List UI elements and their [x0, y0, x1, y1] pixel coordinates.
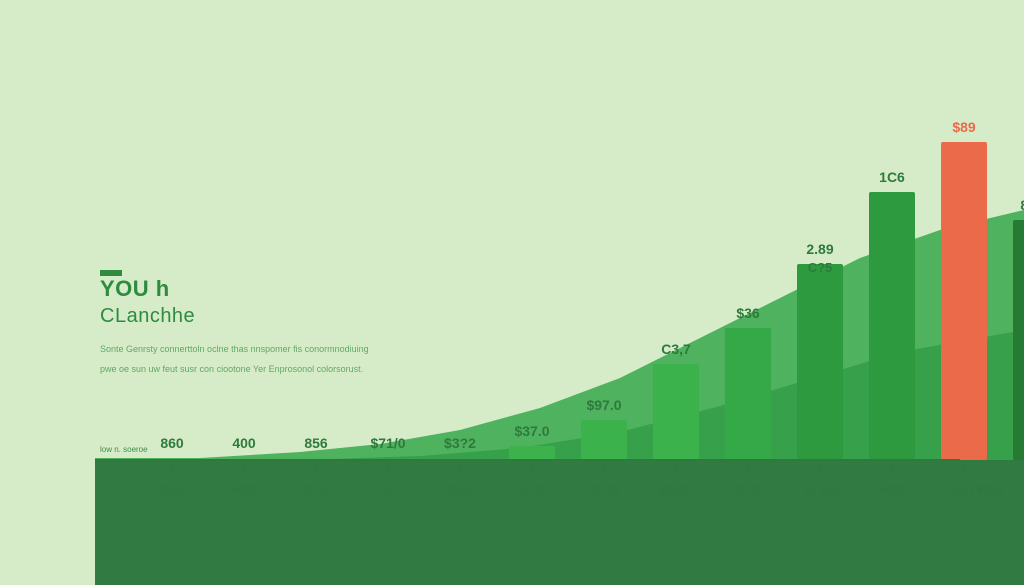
bar-value-label: $37.0 [514, 423, 549, 439]
bar-value-label: 400 [232, 435, 256, 451]
bar-value-label: 856 [304, 435, 328, 451]
chart-subtitle: pwe oe sun uw feut susr con ciootone Yer… [100, 364, 363, 374]
xaxis-label: 8429 [231, 483, 258, 497]
bar [1013, 220, 1024, 460]
bar-value-label: $3?2 [444, 435, 476, 451]
xaxis-label: 15 [381, 483, 395, 497]
xaxis-label: 2025 [159, 483, 186, 497]
chart-title-line2: CLanchhe [100, 305, 195, 327]
xaxis-label: 8030 [519, 483, 546, 497]
xaxis-label: 8008 [977, 483, 1004, 497]
xaxis-label: $8089 [659, 483, 693, 497]
bar-value-label: $36 [736, 305, 760, 321]
bar [653, 364, 699, 460]
bar [725, 328, 771, 460]
chart-title-line1: YOU h [100, 276, 170, 301]
bar-value-label: 860 [160, 435, 184, 451]
chart-svg: 860 2025 400 8429 856 2011 $71/0 15 $3?2 32015 $37… [0, 0, 1024, 585]
xaxis-label: 2011 [303, 483, 329, 497]
bar-value-label: $71/0 [370, 435, 405, 451]
bar-value-label: 1C6 [879, 169, 905, 185]
bar-value-label: $89 [952, 119, 976, 135]
bar [581, 420, 627, 460]
bar [797, 264, 843, 460]
bar-value-label: $97.0 [586, 397, 621, 413]
xaxis-label: 32015 [443, 483, 477, 497]
xaxis-label: 20228 [587, 483, 621, 497]
bar-value-label: 8259 [1020, 197, 1024, 213]
bar-value-label-extra: C?5 [808, 260, 833, 275]
bar [941, 142, 987, 460]
chart-stage: 860 2025 400 8429 856 2011 $71/0 15 $3?2 32015 $37… [0, 0, 1024, 585]
bar-value-label: 2.89 [806, 241, 833, 257]
bar-value-label: C3,7 [661, 341, 691, 357]
xaxis-label: 8430 [879, 483, 906, 497]
axis-small-label: low n. soeroe [100, 445, 148, 454]
bar [509, 446, 555, 460]
chart-subtitle: Sonte Genrsty connerttoln oclne thas nns… [100, 344, 369, 354]
bar [869, 192, 915, 460]
xaxis-label: 38 158 [802, 483, 839, 497]
xaxis-label: 32205 [731, 483, 765, 497]
